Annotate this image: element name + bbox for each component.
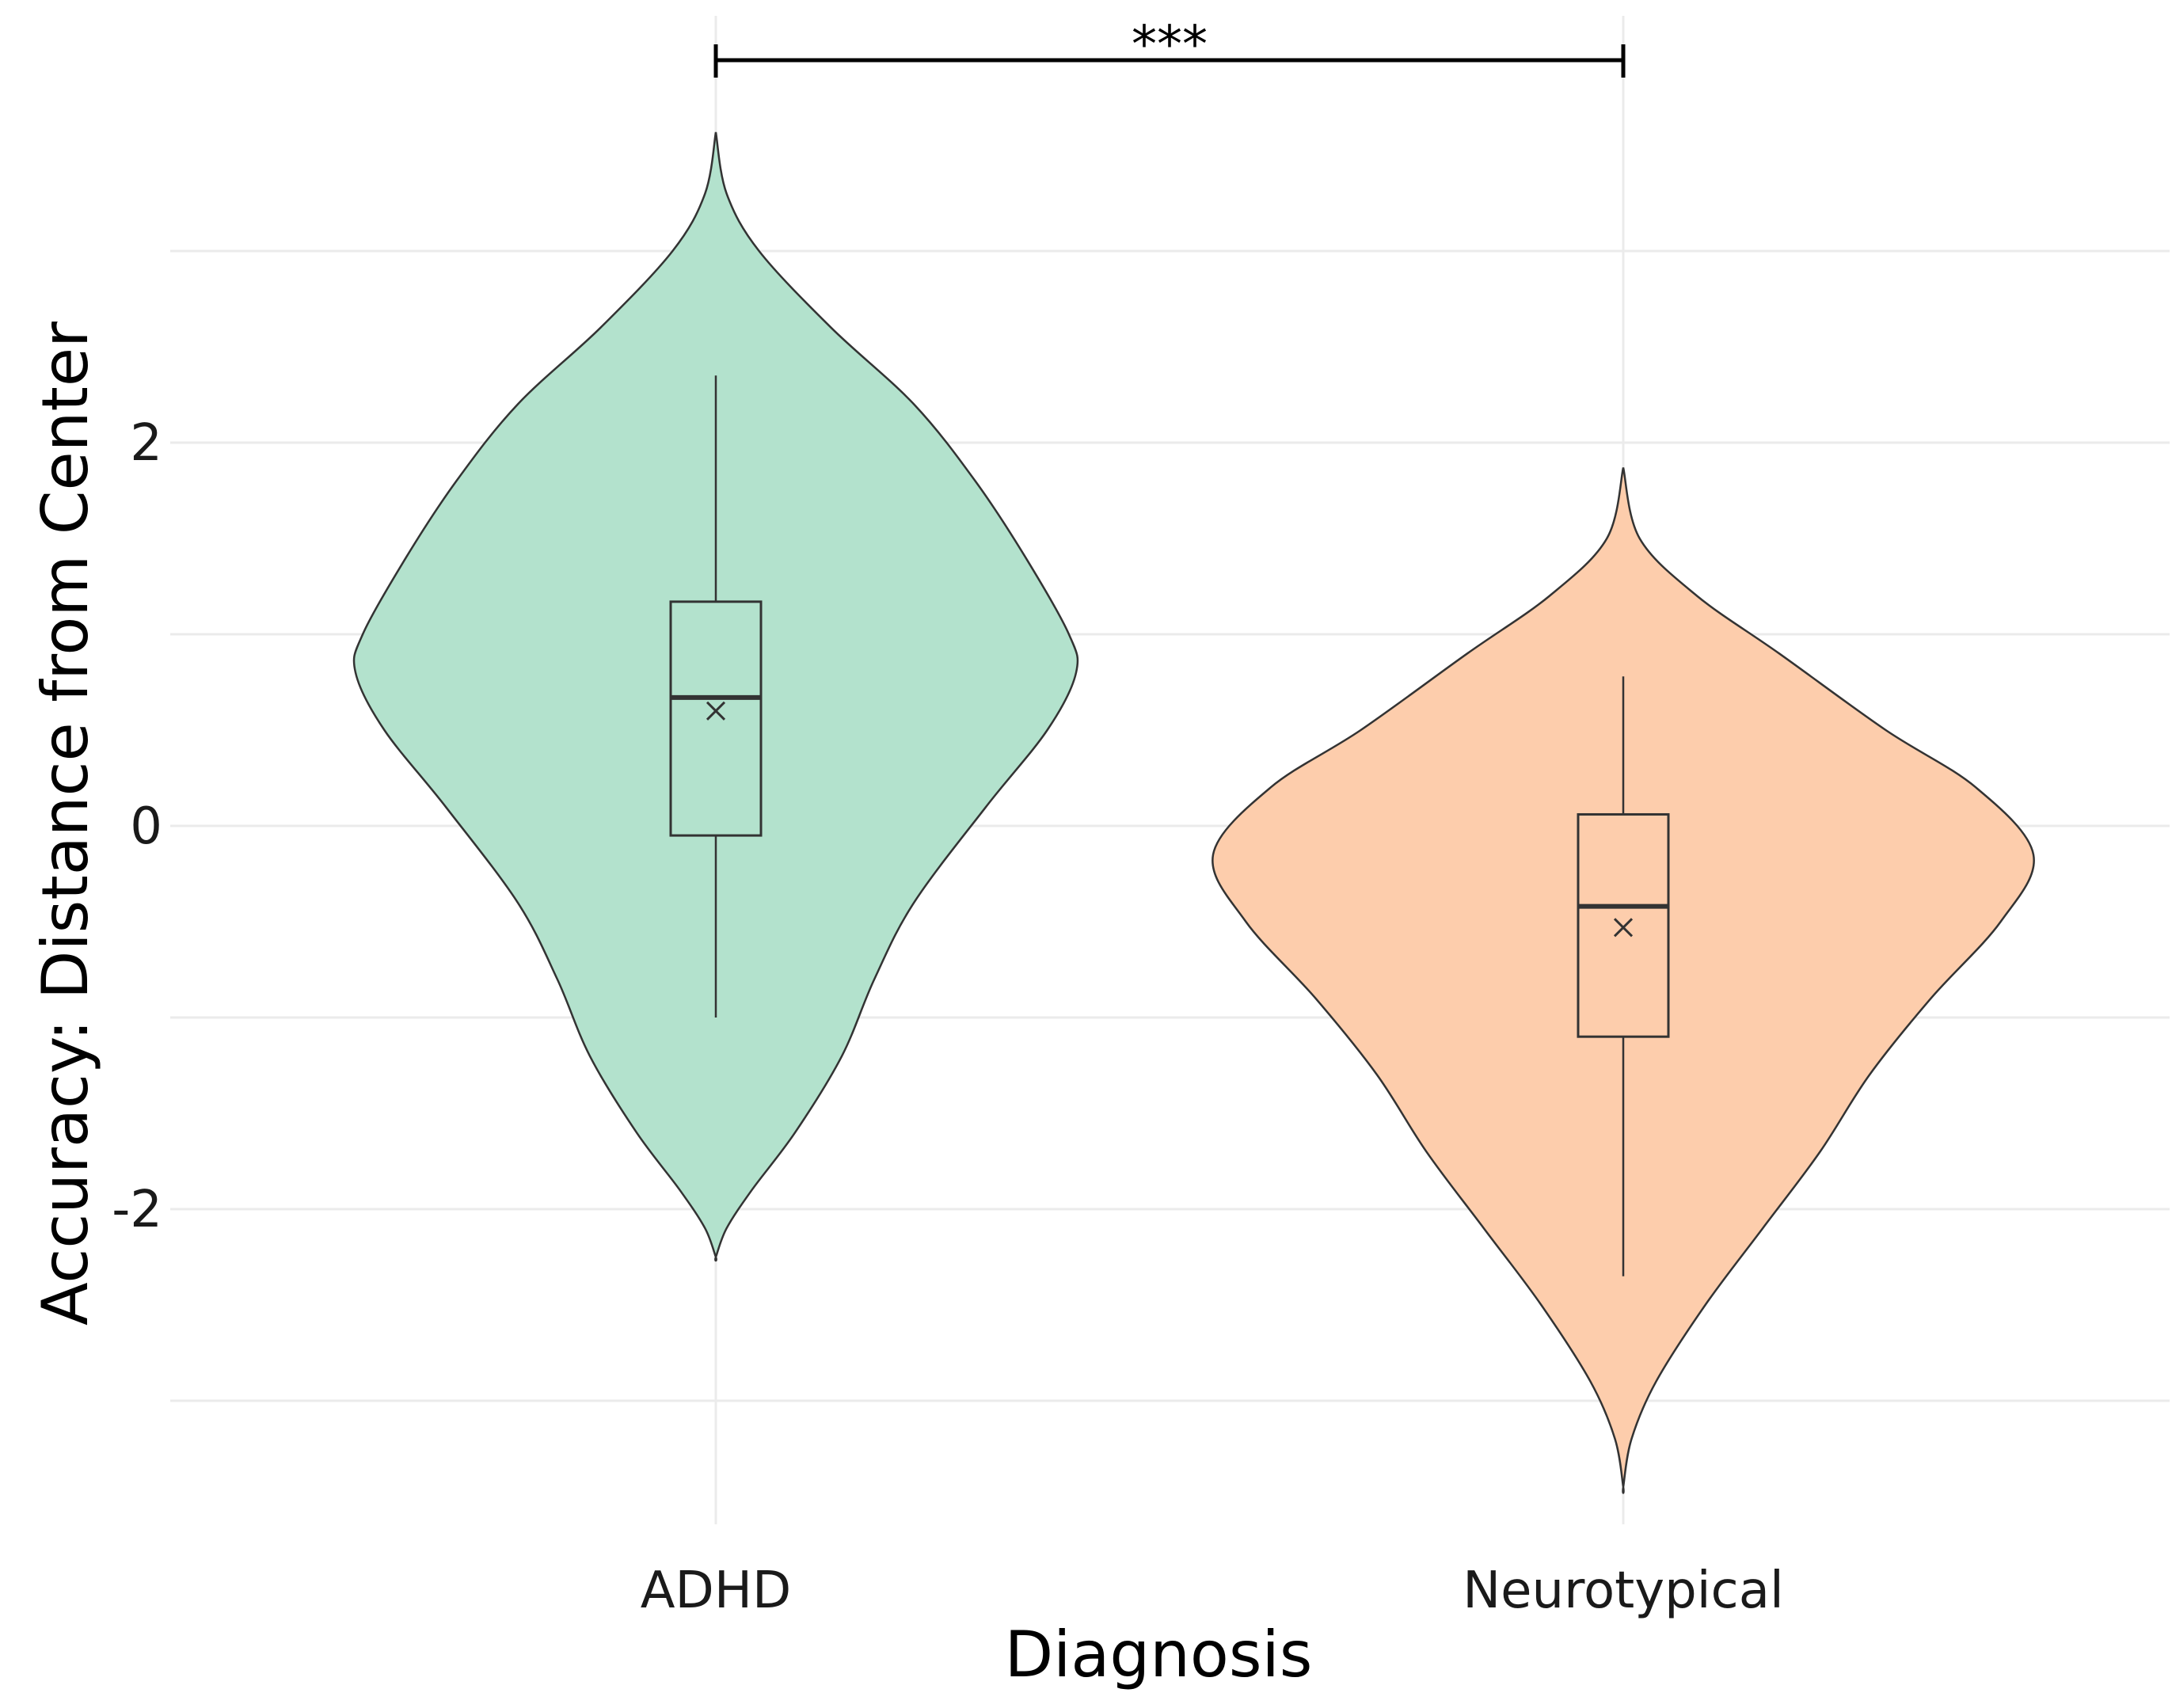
iqr-box-adhd [669,600,763,837]
y-tick-label: 0 [130,797,162,856]
x-axis-ticks: ADHD Neurotypical [641,1562,1784,1620]
mean-marker-stroke [706,701,726,721]
x-tick-label: Neurotypical [1463,1562,1783,1620]
boxplots [669,375,1670,1276]
violin-neurotypical [1212,467,2035,1494]
mean-marker-stroke [1613,918,1634,938]
y-axis-title: Accuracy: Distance from Center [29,321,102,1326]
y-axis-ticks: -2 0 2 [112,414,162,1239]
x-axis-title: Diagnosis [1005,1618,1313,1691]
x-tick-label: ADHD [641,1562,791,1620]
mean-marker-neurotypical [1613,918,1634,938]
violins [352,131,2035,1494]
y-tick-label: -2 [112,1181,162,1239]
y-tick-label: 2 [130,414,162,473]
significance-annotation: *** [713,16,1626,78]
iqr-box-neurotypical [1577,812,1670,1038]
mean-marker-adhd [706,701,726,721]
significance-label: *** [1132,16,1208,74]
significance-bracket [713,44,1626,78]
